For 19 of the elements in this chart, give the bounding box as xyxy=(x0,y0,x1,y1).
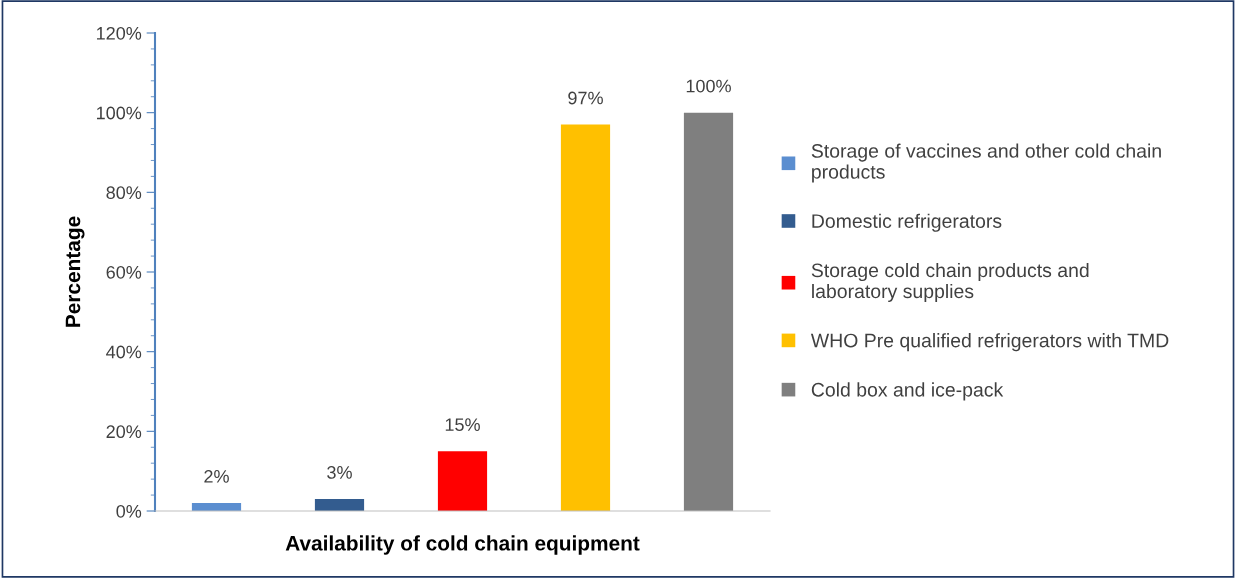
data-label: 2% xyxy=(204,470,229,483)
data-label: 97% xyxy=(568,91,603,105)
data-label: 3% xyxy=(327,466,352,479)
legend-label: WHO Pre qualified refrigerators with TMD xyxy=(810,333,1169,352)
legend-label: Domestic refrigerators xyxy=(812,213,1002,232)
y-axis-title: Percentage xyxy=(65,216,85,327)
y-tick-label: 60% xyxy=(106,265,142,279)
legend-label: Cold box and ice-pack xyxy=(811,382,1004,401)
y-tick-label: 0% xyxy=(116,504,142,518)
y-tick-label: 100% xyxy=(97,106,142,120)
y-tick-label: 80% xyxy=(106,186,142,200)
data-label: 100% xyxy=(686,79,731,93)
y-tick-label: 120% xyxy=(97,26,142,40)
x-axis-title: Availability of cold chain equipment xyxy=(285,535,640,555)
data-label: 15% xyxy=(445,418,480,432)
y-tick-label: 40% xyxy=(106,345,142,359)
y-tick-label: 20% xyxy=(106,425,142,439)
legend-label: Storage of vaccines and other cold chain products xyxy=(811,143,1161,183)
legend-label: Storage cold chain products and laboratory supplies xyxy=(811,262,1089,303)
